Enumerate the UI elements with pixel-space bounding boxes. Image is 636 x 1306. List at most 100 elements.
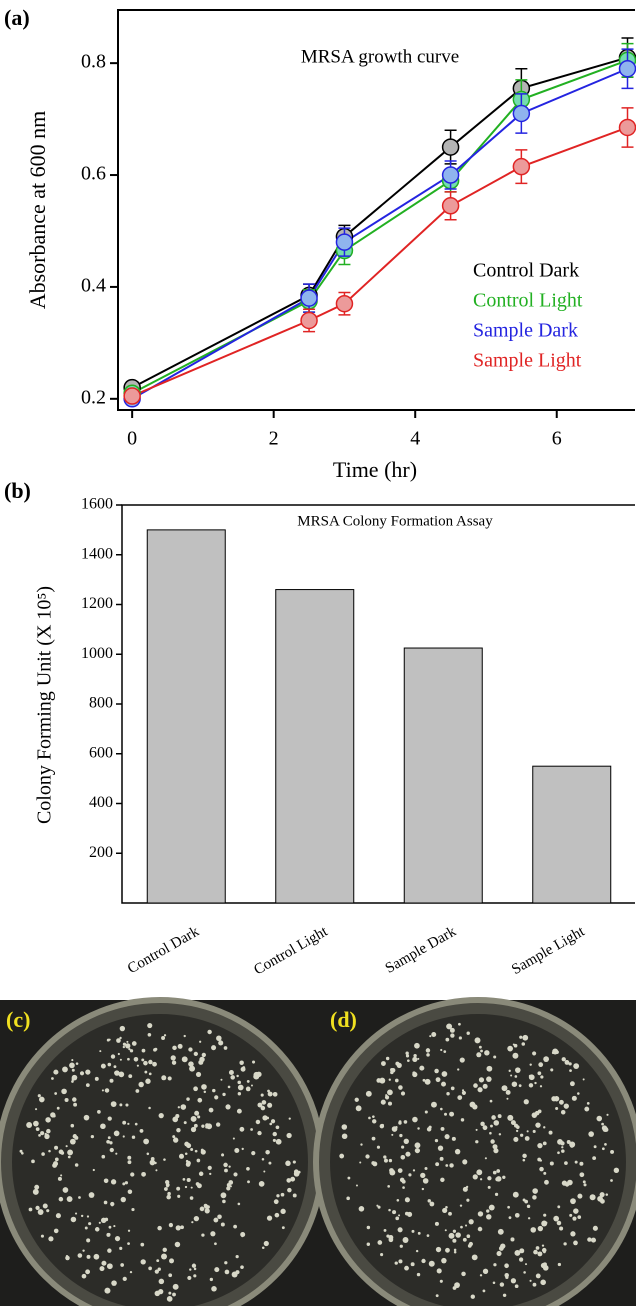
colony (156, 1259, 160, 1263)
colony (600, 1198, 605, 1204)
colony (424, 1078, 431, 1085)
colony (448, 1211, 452, 1216)
colony (122, 1135, 125, 1138)
colony (371, 1161, 376, 1165)
colony (542, 1265, 549, 1271)
colony (504, 1263, 509, 1269)
colony (402, 1186, 405, 1189)
colony (434, 1221, 439, 1226)
colony (74, 1212, 78, 1215)
colony (493, 1055, 497, 1059)
colony (424, 1110, 428, 1114)
colony (400, 1154, 406, 1160)
colony (109, 1147, 114, 1153)
colony (526, 1204, 531, 1209)
series-line (131, 59, 628, 395)
colony (110, 1101, 117, 1107)
colony (107, 1062, 112, 1067)
colony (366, 1225, 371, 1230)
marker (123, 387, 141, 405)
colony (384, 1095, 390, 1100)
colony (532, 1129, 536, 1133)
series-line (131, 126, 628, 397)
colony (391, 1133, 394, 1136)
colony (103, 1200, 108, 1205)
colony (355, 1184, 358, 1187)
bar (275, 589, 355, 904)
colony (194, 1110, 200, 1116)
colony (419, 1065, 425, 1071)
colony (93, 1253, 100, 1260)
colony (589, 1194, 596, 1201)
colony (582, 1078, 585, 1081)
colony (276, 1194, 280, 1198)
colony (506, 1097, 509, 1100)
colony (115, 1152, 118, 1155)
colony (435, 1246, 442, 1253)
colony (104, 1088, 110, 1093)
colony (220, 1078, 223, 1081)
colony (130, 1172, 135, 1177)
x-tick-label: Control Light (251, 923, 331, 978)
colony (207, 1029, 212, 1035)
colony (163, 1034, 167, 1037)
colony (261, 1246, 265, 1250)
colony (414, 1147, 421, 1154)
colony (86, 1215, 90, 1218)
colony (553, 1215, 560, 1222)
colony (459, 1057, 465, 1063)
colony (515, 1125, 520, 1129)
colony (183, 1034, 186, 1038)
colony (465, 1224, 468, 1227)
colony (103, 1178, 109, 1184)
colony (75, 1062, 79, 1065)
colony (145, 1078, 151, 1084)
colony (224, 1261, 228, 1265)
colony (466, 1185, 469, 1188)
colony (172, 1292, 176, 1297)
colony (347, 1176, 351, 1180)
colony (474, 1037, 481, 1044)
colony (106, 1038, 110, 1042)
colony (203, 1090, 207, 1094)
colony (557, 1139, 563, 1145)
colony (62, 1066, 68, 1073)
colony (417, 1231, 421, 1235)
colony (127, 1189, 133, 1195)
colony (127, 1160, 132, 1165)
colony (368, 1116, 371, 1120)
colony (217, 1214, 222, 1219)
colony (171, 1060, 177, 1065)
x-tick-label: 6 (552, 428, 562, 450)
colony (515, 1129, 519, 1133)
colony (476, 1169, 483, 1176)
colony (224, 1168, 228, 1173)
colony (572, 1216, 577, 1221)
colony (164, 1187, 168, 1191)
colony (253, 1073, 260, 1080)
colony (194, 1149, 198, 1153)
colony (148, 1106, 151, 1110)
colony (212, 1088, 216, 1093)
colony (435, 1162, 440, 1167)
colony (157, 1225, 162, 1231)
colony (507, 1205, 510, 1209)
colony (122, 1120, 127, 1125)
colony (450, 1033, 455, 1038)
colony (528, 1074, 532, 1078)
colony (383, 1158, 388, 1163)
colony (119, 1246, 123, 1250)
colony (266, 1215, 273, 1221)
colony (498, 1246, 504, 1251)
colony (445, 1164, 449, 1167)
y-tick-label: 1600 (81, 496, 113, 513)
colony (582, 1180, 586, 1184)
colony (204, 1208, 210, 1214)
colony (42, 1203, 48, 1209)
colony (493, 1120, 500, 1126)
colony (114, 1071, 118, 1075)
colony (394, 1261, 398, 1265)
colony (109, 1141, 113, 1145)
colony (245, 1086, 251, 1092)
